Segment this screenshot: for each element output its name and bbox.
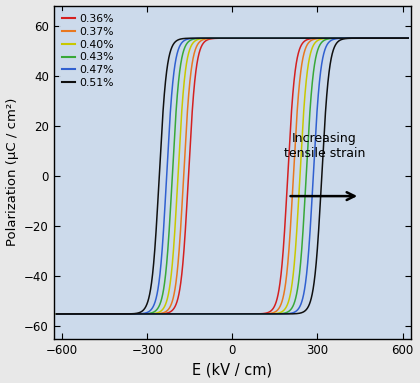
Text: Increasing
tensile strain: Increasing tensile strain [284,132,365,160]
X-axis label: E (kV / cm): E (kV / cm) [192,362,273,377]
Y-axis label: Polarization (μC / cm²): Polarization (μC / cm²) [5,98,18,247]
Legend: 0.36%, 0.37%, 0.40%, 0.43%, 0.47%, 0.51%: 0.36%, 0.37%, 0.40%, 0.43%, 0.47%, 0.51% [59,11,118,91]
